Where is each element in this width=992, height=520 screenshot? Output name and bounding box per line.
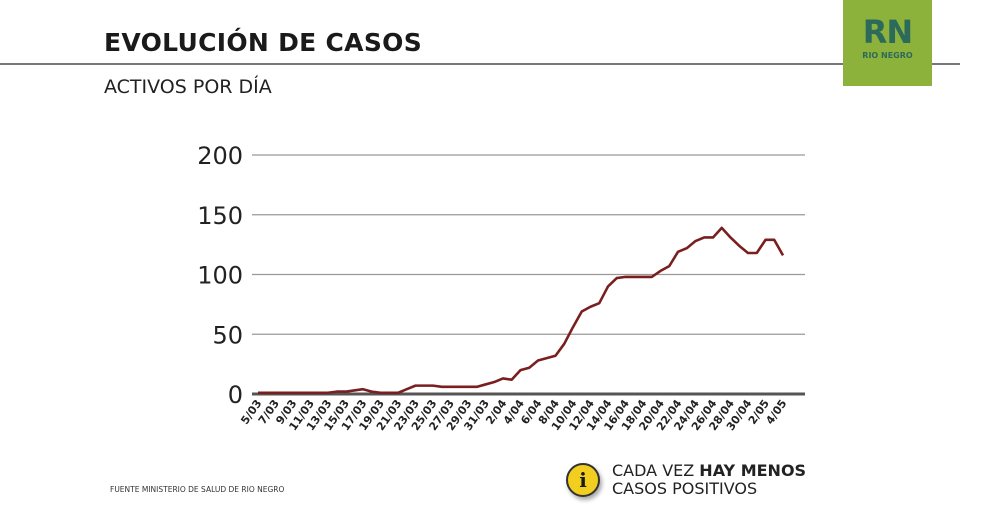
y-tick-label: 0 — [228, 381, 243, 409]
info-icon: i — [566, 463, 600, 497]
logo-mark: RN — [862, 13, 913, 51]
rio-negro-logo: RN RIO NEGRO — [843, 0, 932, 86]
info-text: CADA VEZ HAY MENOS CASOS POSITIVOS — [612, 461, 807, 498]
page-title: EVOLUCIÓN DE CASOS — [104, 28, 422, 57]
y-tick-label: 50 — [212, 321, 243, 349]
header-divider — [0, 63, 960, 65]
info-callout: i CADA VEZ HAY MENOS CASOS POSITIVOS — [566, 462, 806, 498]
info-text-bold: HAY MENOS — [699, 461, 807, 480]
info-text-line2: CASOS POSITIVOS — [612, 479, 758, 498]
series-line — [258, 226, 785, 395]
page-subtitle: ACTIVOS POR DÍA — [104, 76, 272, 98]
y-tick-label: 150 — [197, 202, 243, 230]
source-note: FUENTE MINISTERIO DE SALUD DE RIO NEGRO — [110, 485, 285, 494]
y-tick-label: 100 — [197, 262, 243, 290]
logo-text: RIO NEGRO — [862, 51, 913, 60]
y-tick-label: 200 — [197, 142, 243, 170]
